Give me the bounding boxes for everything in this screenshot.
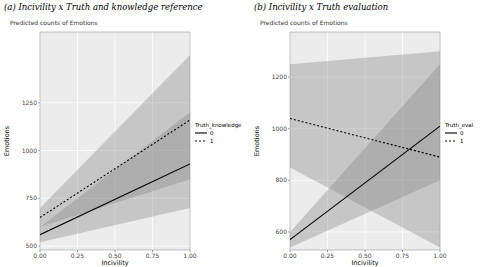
tick-label: 800	[276, 176, 288, 183]
tick-label: 1.00	[433, 252, 447, 259]
tick-label: 1.00	[183, 252, 197, 259]
line	[290, 126, 440, 240]
tick-label: 750	[26, 194, 38, 201]
confidence-band	[40, 55, 190, 227]
line	[40, 120, 190, 218]
tick-label: 1000	[22, 147, 37, 154]
plot-background	[40, 32, 190, 250]
line	[40, 164, 190, 235]
y-axis-label: Emotions	[253, 125, 261, 156]
subtitle: Predicted counts of Emotions	[260, 19, 348, 26]
plot-frame	[290, 32, 440, 250]
tick-label: 0.25	[71, 252, 85, 259]
line	[290, 118, 440, 157]
tick-label: 0.75	[396, 252, 410, 259]
tick-label: 1250	[22, 99, 37, 106]
tick-label: 0.00	[33, 252, 47, 259]
legend-swatch	[195, 140, 207, 141]
tick-label: 500	[26, 242, 38, 249]
tick-label: 0.25	[321, 252, 335, 259]
tick-label: 1200	[272, 73, 287, 80]
x-axis-label: Incivility	[351, 259, 378, 267]
tick-label: 0.50	[108, 252, 122, 259]
plot-frame	[40, 32, 190, 250]
tick-label: 0.75	[146, 252, 160, 259]
legend-label: 1	[460, 138, 464, 144]
legend-swatch	[195, 132, 207, 133]
x-axis-label: Incivility	[101, 259, 128, 267]
legend-swatch	[445, 140, 457, 141]
legend-label: 0	[460, 130, 464, 136]
tick-label: 600	[276, 228, 288, 235]
subtitle: Predicted counts of Emotions	[10, 19, 98, 26]
tick-label: 0.00	[283, 252, 297, 259]
panel-title: (a) Incivility x Truth and knowledge ref…	[4, 2, 203, 12]
confidence-band	[290, 51, 440, 247]
legend-label: 1	[210, 138, 214, 144]
plot-background	[290, 32, 440, 250]
legend-label: 0	[210, 130, 214, 136]
tick-label: 1000	[272, 125, 287, 132]
legend-title: Truth_eval	[444, 122, 474, 129]
tick-label: 0.50	[358, 252, 372, 259]
legend-title: Truth_knowledge	[194, 122, 242, 129]
plot-area	[290, 51, 440, 247]
panel-title: (b) Incivility x Truth evaluation	[254, 2, 388, 12]
plot-area	[40, 55, 190, 242]
y-axis-label: Emotions	[3, 125, 11, 156]
figure: (a) Incivility x Truth and knowledge ref…	[0, 0, 500, 267]
legend-swatch	[445, 132, 457, 133]
